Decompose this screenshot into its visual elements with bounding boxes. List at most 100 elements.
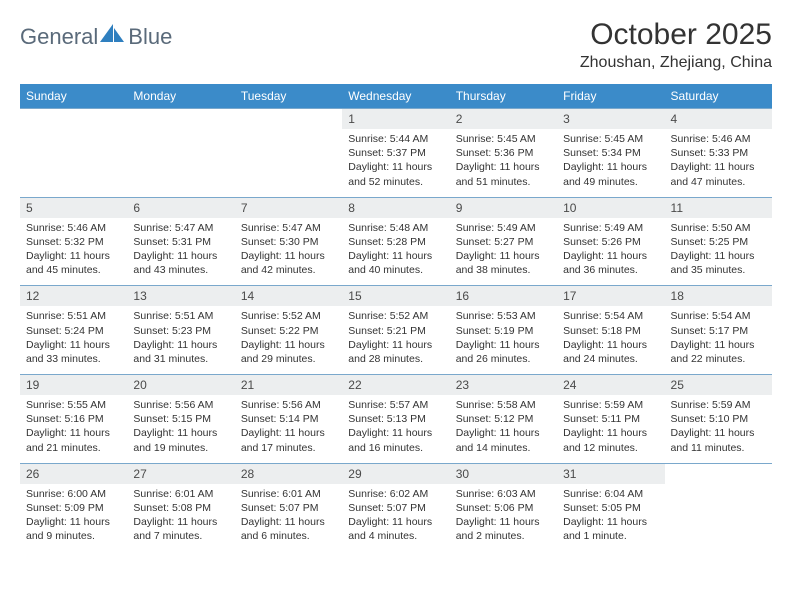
day-cell: 8Sunrise: 5:48 AMSunset: 5:28 PMDaylight… <box>342 197 449 286</box>
daylight-text: Daylight: 11 hours and 22 minutes. <box>671 338 766 366</box>
day-body: Sunrise: 5:54 AMSunset: 5:17 PMDaylight:… <box>665 306 772 374</box>
day-body: Sunrise: 5:53 AMSunset: 5:19 PMDaylight:… <box>450 306 557 374</box>
day-number: 1 <box>342 109 449 129</box>
sunset-text: Sunset: 5:17 PM <box>671 324 766 338</box>
day-cell: 4Sunrise: 5:46 AMSunset: 5:33 PMDaylight… <box>665 109 772 198</box>
daylight-text: Daylight: 11 hours and 40 minutes. <box>348 249 443 277</box>
weekday-header: Monday <box>127 84 234 109</box>
day-cell: 26Sunrise: 6:00 AMSunset: 5:09 PMDayligh… <box>20 463 127 551</box>
day-body <box>235 115 342 175</box>
sunrise-text: Sunrise: 6:00 AM <box>26 487 121 501</box>
brand-part1: General <box>20 24 98 50</box>
day-number: 3 <box>557 109 664 129</box>
daylight-text: Daylight: 11 hours and 45 minutes. <box>26 249 121 277</box>
sunrise-text: Sunrise: 5:45 AM <box>563 132 658 146</box>
day-cell: 5Sunrise: 5:46 AMSunset: 5:32 PMDaylight… <box>20 197 127 286</box>
sunrise-text: Sunrise: 5:54 AM <box>563 309 658 323</box>
day-body: Sunrise: 5:51 AMSunset: 5:24 PMDaylight:… <box>20 306 127 374</box>
sunset-text: Sunset: 5:10 PM <box>671 412 766 426</box>
sunset-text: Sunset: 5:07 PM <box>348 501 443 515</box>
day-body: Sunrise: 5:55 AMSunset: 5:16 PMDaylight:… <box>20 395 127 463</box>
daylight-text: Daylight: 11 hours and 19 minutes. <box>133 426 228 454</box>
day-cell: 14Sunrise: 5:52 AMSunset: 5:22 PMDayligh… <box>235 286 342 375</box>
day-cell: 6Sunrise: 5:47 AMSunset: 5:31 PMDaylight… <box>127 197 234 286</box>
daylight-text: Daylight: 11 hours and 17 minutes. <box>241 426 336 454</box>
sunset-text: Sunset: 5:23 PM <box>133 324 228 338</box>
day-body: Sunrise: 6:00 AMSunset: 5:09 PMDaylight:… <box>20 484 127 552</box>
day-cell <box>127 109 234 198</box>
day-number: 11 <box>665 198 772 218</box>
daylight-text: Daylight: 11 hours and 38 minutes. <box>456 249 551 277</box>
daylight-text: Daylight: 11 hours and 26 minutes. <box>456 338 551 366</box>
day-cell: 28Sunrise: 6:01 AMSunset: 5:07 PMDayligh… <box>235 463 342 551</box>
daylight-text: Daylight: 11 hours and 16 minutes. <box>348 426 443 454</box>
daylight-text: Daylight: 11 hours and 51 minutes. <box>456 160 551 188</box>
sunset-text: Sunset: 5:09 PM <box>26 501 121 515</box>
day-body: Sunrise: 5:59 AMSunset: 5:10 PMDaylight:… <box>665 395 772 463</box>
day-cell <box>665 463 772 551</box>
sunrise-text: Sunrise: 5:44 AM <box>348 132 443 146</box>
day-body: Sunrise: 5:51 AMSunset: 5:23 PMDaylight:… <box>127 306 234 374</box>
day-body: Sunrise: 5:50 AMSunset: 5:25 PMDaylight:… <box>665 218 772 286</box>
day-number: 27 <box>127 464 234 484</box>
day-cell: 20Sunrise: 5:56 AMSunset: 5:15 PMDayligh… <box>127 375 234 464</box>
sunrise-text: Sunrise: 5:51 AM <box>133 309 228 323</box>
day-number: 9 <box>450 198 557 218</box>
day-number: 15 <box>342 286 449 306</box>
weekday-header: Wednesday <box>342 84 449 109</box>
daylight-text: Daylight: 11 hours and 29 minutes. <box>241 338 336 366</box>
sunset-text: Sunset: 5:12 PM <box>456 412 551 426</box>
daylight-text: Daylight: 11 hours and 9 minutes. <box>26 515 121 543</box>
day-body: Sunrise: 5:59 AMSunset: 5:11 PMDaylight:… <box>557 395 664 463</box>
location-label: Zhoushan, Zhejiang, China <box>580 54 772 72</box>
day-body: Sunrise: 5:45 AMSunset: 5:36 PMDaylight:… <box>450 129 557 197</box>
sunrise-text: Sunrise: 6:01 AM <box>133 487 228 501</box>
daylight-text: Daylight: 11 hours and 35 minutes. <box>671 249 766 277</box>
day-number: 4 <box>665 109 772 129</box>
day-body: Sunrise: 6:04 AMSunset: 5:05 PMDaylight:… <box>557 484 664 552</box>
weekday-header: Tuesday <box>235 84 342 109</box>
day-body: Sunrise: 5:49 AMSunset: 5:26 PMDaylight:… <box>557 218 664 286</box>
sunset-text: Sunset: 5:31 PM <box>133 235 228 249</box>
daylight-text: Daylight: 11 hours and 1 minute. <box>563 515 658 543</box>
sunset-text: Sunset: 5:30 PM <box>241 235 336 249</box>
day-cell: 21Sunrise: 5:56 AMSunset: 5:14 PMDayligh… <box>235 375 342 464</box>
day-body: Sunrise: 5:52 AMSunset: 5:21 PMDaylight:… <box>342 306 449 374</box>
month-title: October 2025 <box>580 18 772 52</box>
sunrise-text: Sunrise: 5:46 AM <box>671 132 766 146</box>
day-body: Sunrise: 5:56 AMSunset: 5:15 PMDaylight:… <box>127 395 234 463</box>
day-body: Sunrise: 6:02 AMSunset: 5:07 PMDaylight:… <box>342 484 449 552</box>
sunrise-text: Sunrise: 5:45 AM <box>456 132 551 146</box>
day-number: 19 <box>20 375 127 395</box>
day-body: Sunrise: 5:58 AMSunset: 5:12 PMDaylight:… <box>450 395 557 463</box>
day-cell: 10Sunrise: 5:49 AMSunset: 5:26 PMDayligh… <box>557 197 664 286</box>
day-number: 29 <box>342 464 449 484</box>
sunrise-text: Sunrise: 6:04 AM <box>563 487 658 501</box>
day-cell: 29Sunrise: 6:02 AMSunset: 5:07 PMDayligh… <box>342 463 449 551</box>
daylight-text: Daylight: 11 hours and 21 minutes. <box>26 426 121 454</box>
sunset-text: Sunset: 5:08 PM <box>133 501 228 515</box>
day-number: 16 <box>450 286 557 306</box>
sunset-text: Sunset: 5:05 PM <box>563 501 658 515</box>
sunset-text: Sunset: 5:24 PM <box>26 324 121 338</box>
daylight-text: Daylight: 11 hours and 28 minutes. <box>348 338 443 366</box>
week-row: 1Sunrise: 5:44 AMSunset: 5:37 PMDaylight… <box>20 109 772 198</box>
day-number: 21 <box>235 375 342 395</box>
day-number: 26 <box>20 464 127 484</box>
day-number: 14 <box>235 286 342 306</box>
day-cell: 3Sunrise: 5:45 AMSunset: 5:34 PMDaylight… <box>557 109 664 198</box>
sunset-text: Sunset: 5:25 PM <box>671 235 766 249</box>
sunrise-text: Sunrise: 6:03 AM <box>456 487 551 501</box>
day-body: Sunrise: 5:46 AMSunset: 5:32 PMDaylight:… <box>20 218 127 286</box>
day-body <box>20 115 127 175</box>
daylight-text: Daylight: 11 hours and 36 minutes. <box>563 249 658 277</box>
weekday-header: Saturday <box>665 84 772 109</box>
day-cell: 18Sunrise: 5:54 AMSunset: 5:17 PMDayligh… <box>665 286 772 375</box>
daylight-text: Daylight: 11 hours and 47 minutes. <box>671 160 766 188</box>
week-row: 19Sunrise: 5:55 AMSunset: 5:16 PMDayligh… <box>20 375 772 464</box>
sunrise-text: Sunrise: 5:57 AM <box>348 398 443 412</box>
daylight-text: Daylight: 11 hours and 14 minutes. <box>456 426 551 454</box>
day-cell: 25Sunrise: 5:59 AMSunset: 5:10 PMDayligh… <box>665 375 772 464</box>
day-cell: 23Sunrise: 5:58 AMSunset: 5:12 PMDayligh… <box>450 375 557 464</box>
sunset-text: Sunset: 5:36 PM <box>456 146 551 160</box>
